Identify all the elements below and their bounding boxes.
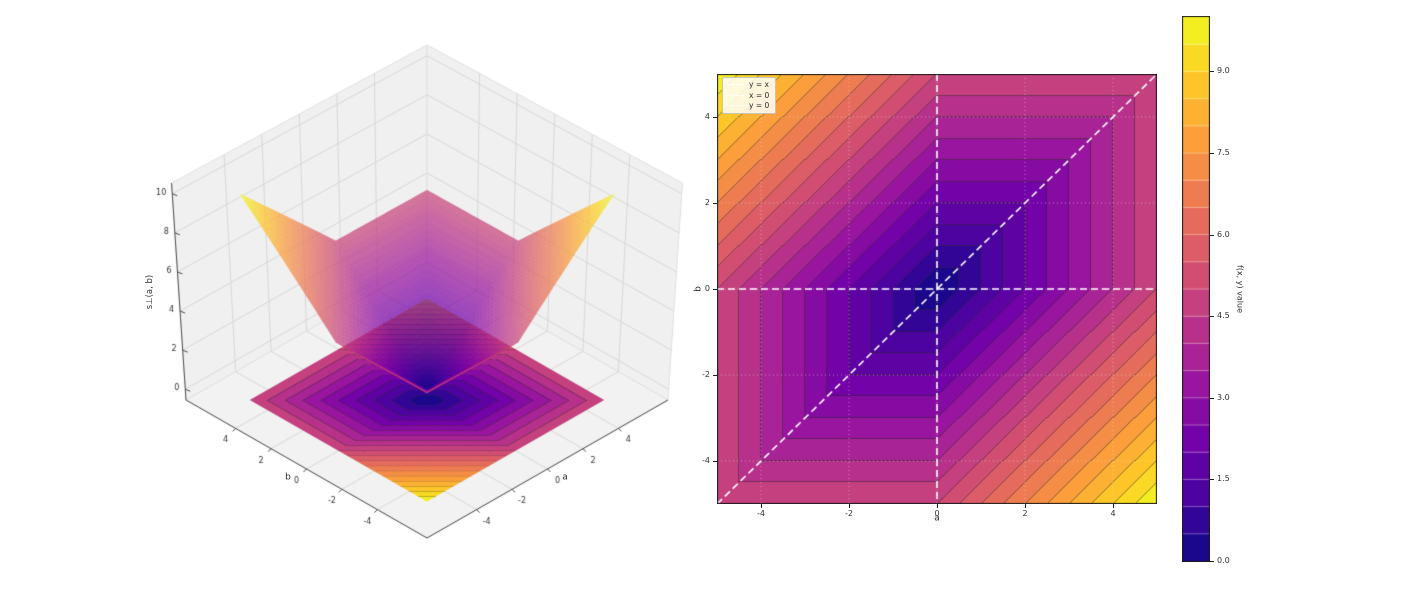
dashed-line-sample [727,105,744,107]
colorbar-tick-mark [1210,479,1214,481]
colorbar-tick-mark [1210,316,1214,318]
colorbar-tick-mark [1210,561,1214,562]
y-axis-label-3d: b [285,472,291,483]
tick-label: 0 [934,509,940,518]
tick-label: 4 [1110,509,1116,518]
tick-mark [761,504,762,508]
colorbar-tick-mark [1210,234,1214,236]
legend: y = x x = 0 y = 0 [722,77,777,114]
dashed-line-sample [727,84,744,86]
tick-label: 4 [704,112,710,121]
legend-label: y = 0 [749,101,770,110]
tick-mark [1025,504,1026,508]
tick-mark [937,504,938,508]
tick-mark [849,504,850,508]
dashed-line-sample [727,94,744,96]
legend-item: x = 0 [727,90,770,100]
colorbar-tick-mark [1210,397,1214,399]
legend-item: y = x [727,81,769,89]
tick-mark [713,375,717,376]
3d-surface-canvas [70,0,715,600]
colorbar-tick-label: 4.5 [1217,311,1230,321]
tick-label: 2 [1022,509,1028,518]
tick-mark [713,203,717,204]
legend-label: y = x [749,80,769,89]
colorbar-tick-mark [1210,71,1214,73]
tick-label: -2 [845,509,853,518]
tick-mark [713,289,717,290]
tick-label: -4 [757,509,765,518]
contour-canvas [717,74,1157,504]
x-axis-label-2d: a [934,513,940,524]
colorbar-tick-label: 6.0 [1217,229,1230,239]
tick-mark [713,461,717,462]
tick-label: 0 [704,284,710,293]
tick-mark [1113,504,1114,508]
colorbar-tick-label: 3.0 [1217,392,1230,402]
y-axis-label-2d: b [693,286,704,292]
colorbar-tick-mark [1210,153,1214,154]
legend-label: x = 0 [749,90,770,100]
tick-label: 2 [704,198,710,207]
colorbar-tick-label: 7.5 [1217,148,1230,157]
legend-item: y = 0 [727,102,769,110]
colorbar-tick-label: 1.5 [1217,474,1230,484]
colorbar-canvas [1182,16,1210,562]
x-axis-label-3d: a [562,472,568,483]
tick-label: -4 [702,456,710,465]
tick-label: -2 [702,370,710,379]
z-axis-label: s⊥(a, b) [144,274,155,310]
colorbar-tick-label: 9.0 [1217,66,1230,76]
colorbar-label: f(x, y) value [1235,264,1245,314]
tick-mark [713,117,717,118]
colorbar-tick-label: 0.0 [1217,556,1230,565]
